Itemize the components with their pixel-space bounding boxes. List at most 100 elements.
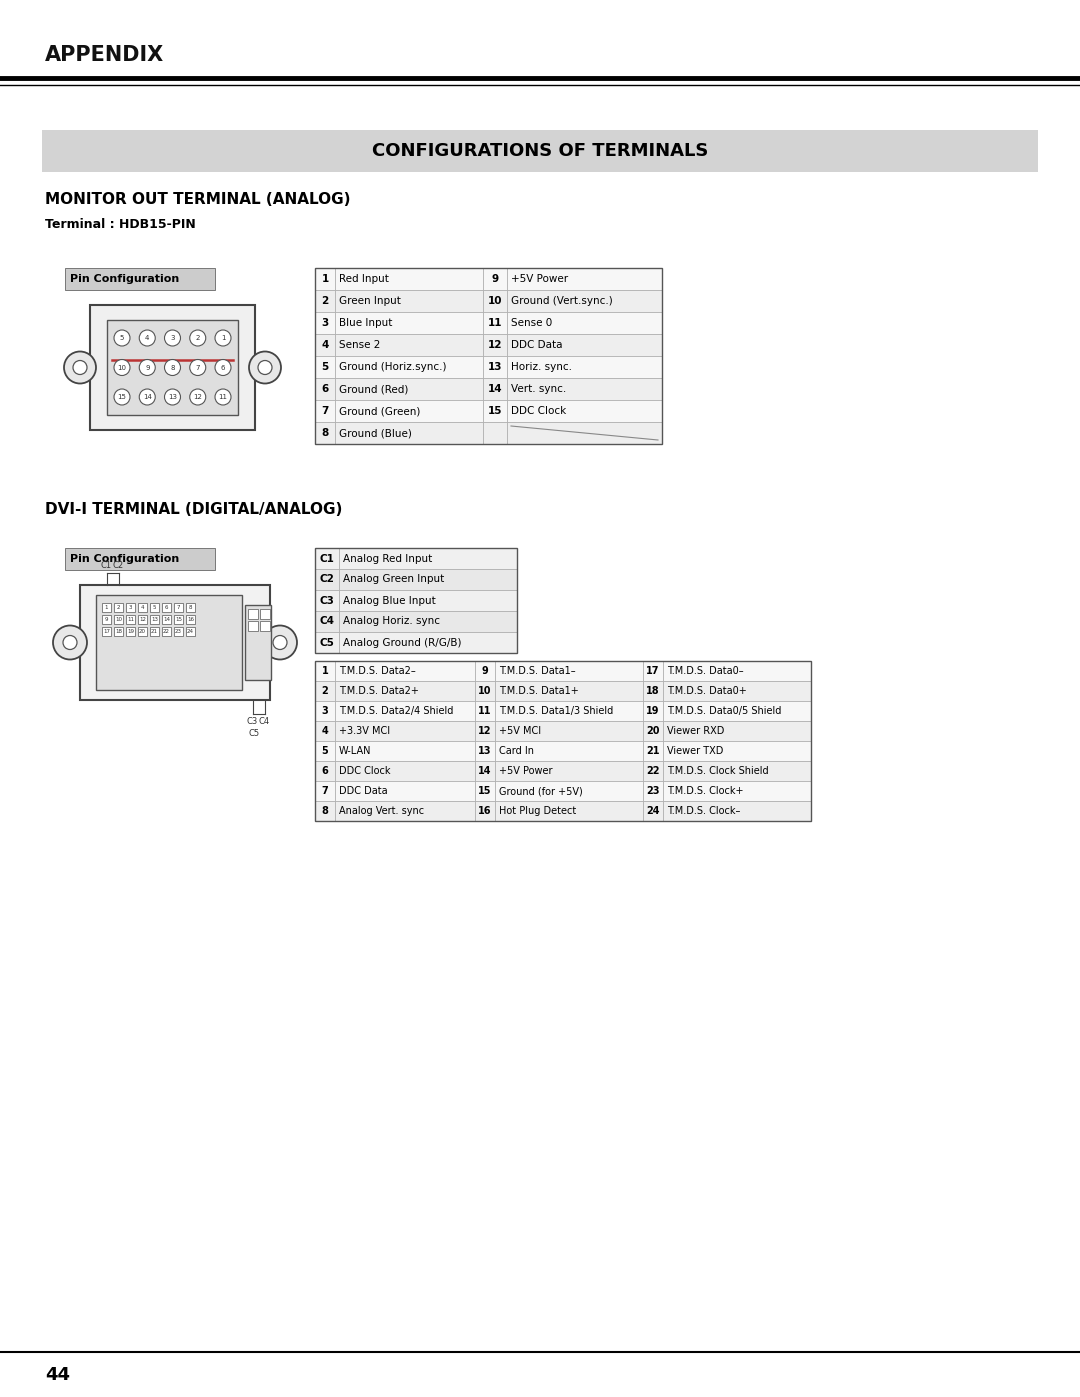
Text: 8: 8 — [322, 427, 328, 439]
Text: Analog Blue Input: Analog Blue Input — [343, 595, 435, 605]
Bar — [663, 701, 811, 721]
Text: 11: 11 — [127, 617, 134, 622]
Text: C1: C1 — [320, 553, 335, 563]
Text: 13: 13 — [151, 617, 158, 622]
Bar — [260, 622, 270, 631]
Circle shape — [64, 352, 96, 384]
Text: 2: 2 — [117, 605, 120, 610]
Text: T.M.D.S. Clock–: T.M.D.S. Clock– — [667, 806, 741, 816]
Text: 7: 7 — [322, 787, 328, 796]
Text: 24: 24 — [187, 629, 194, 634]
Text: 3: 3 — [322, 319, 328, 328]
Bar — [315, 631, 339, 652]
Text: 1: 1 — [322, 274, 328, 284]
Bar — [315, 661, 811, 821]
Bar — [138, 627, 147, 636]
Bar — [248, 622, 258, 631]
Circle shape — [273, 636, 287, 650]
Bar — [150, 627, 159, 636]
Text: 21: 21 — [646, 746, 660, 756]
Text: DDC Clock: DDC Clock — [339, 766, 391, 775]
Text: Ground (Horiz.sync.): Ground (Horiz.sync.) — [339, 362, 446, 372]
Text: T.M.D.S. Clock+: T.M.D.S. Clock+ — [667, 787, 743, 796]
Text: 8: 8 — [171, 365, 175, 370]
Bar — [335, 400, 483, 422]
Text: 6: 6 — [165, 605, 168, 610]
Bar — [643, 680, 663, 701]
Bar — [126, 604, 135, 612]
Text: C5: C5 — [320, 637, 335, 647]
Circle shape — [258, 360, 272, 374]
Bar — [483, 422, 507, 444]
Bar — [483, 356, 507, 379]
Text: 14: 14 — [163, 617, 170, 622]
Circle shape — [164, 359, 180, 376]
Text: 4: 4 — [140, 605, 145, 610]
Bar — [315, 422, 335, 444]
Text: 2: 2 — [322, 686, 328, 696]
Text: CONFIGURATIONS OF TERMINALS: CONFIGURATIONS OF TERMINALS — [372, 142, 708, 161]
Text: 6: 6 — [322, 766, 328, 775]
Text: 6: 6 — [322, 384, 328, 394]
Bar — [335, 661, 475, 680]
Bar — [174, 627, 183, 636]
Bar — [315, 569, 339, 590]
Text: APPENDIX: APPENDIX — [45, 45, 164, 66]
Bar — [315, 800, 335, 821]
Bar — [126, 615, 135, 624]
Text: 15: 15 — [488, 407, 502, 416]
Text: 20: 20 — [646, 726, 660, 736]
Text: Vert. sync.: Vert. sync. — [511, 384, 566, 394]
Circle shape — [53, 626, 87, 659]
Circle shape — [139, 330, 156, 346]
Text: Analog Horiz. sync: Analog Horiz. sync — [343, 616, 440, 626]
Text: 4: 4 — [322, 726, 328, 736]
Text: Ground (Blue): Ground (Blue) — [339, 427, 411, 439]
Text: Terminal : HDB15-PIN: Terminal : HDB15-PIN — [45, 218, 195, 232]
Bar — [114, 604, 123, 612]
Text: 1: 1 — [220, 335, 226, 341]
Bar — [663, 661, 811, 680]
Bar — [643, 740, 663, 761]
Bar — [162, 615, 171, 624]
Bar — [138, 604, 147, 612]
Bar — [335, 268, 483, 291]
Text: Pin Configuration: Pin Configuration — [70, 274, 179, 284]
Text: 1: 1 — [322, 666, 328, 676]
Text: 8: 8 — [189, 605, 192, 610]
Bar — [475, 661, 495, 680]
Bar — [663, 800, 811, 821]
Circle shape — [190, 388, 206, 405]
Text: C3: C3 — [320, 595, 335, 605]
Text: DDC Data: DDC Data — [339, 787, 388, 796]
Bar — [475, 800, 495, 821]
Bar — [483, 291, 507, 312]
Bar — [507, 400, 662, 422]
Bar — [315, 400, 335, 422]
Bar — [495, 800, 643, 821]
Text: Ground (Vert.sync.): Ground (Vert.sync.) — [511, 296, 612, 306]
Text: 5: 5 — [120, 335, 124, 341]
Text: 7: 7 — [195, 365, 200, 370]
Text: 22: 22 — [646, 766, 660, 775]
Bar — [495, 661, 643, 680]
Text: W-LAN: W-LAN — [339, 746, 372, 756]
Bar — [475, 761, 495, 781]
Text: T.M.D.S. Data0/5 Shield: T.M.D.S. Data0/5 Shield — [667, 705, 781, 717]
Circle shape — [164, 388, 180, 405]
Text: 19: 19 — [646, 705, 660, 717]
Text: MONITOR OUT TERMINAL (ANALOG): MONITOR OUT TERMINAL (ANALOG) — [45, 193, 351, 208]
Text: 1: 1 — [105, 605, 108, 610]
Bar — [150, 604, 159, 612]
Text: 3: 3 — [129, 605, 132, 610]
Text: Viewer RXD: Viewer RXD — [667, 726, 725, 736]
Text: 4: 4 — [322, 339, 328, 351]
Bar — [315, 356, 335, 379]
Bar — [65, 268, 215, 291]
Bar — [475, 701, 495, 721]
Text: Sense 0: Sense 0 — [511, 319, 552, 328]
Text: 14: 14 — [478, 766, 491, 775]
Circle shape — [114, 330, 130, 346]
Circle shape — [164, 330, 180, 346]
Text: 10: 10 — [118, 365, 126, 370]
